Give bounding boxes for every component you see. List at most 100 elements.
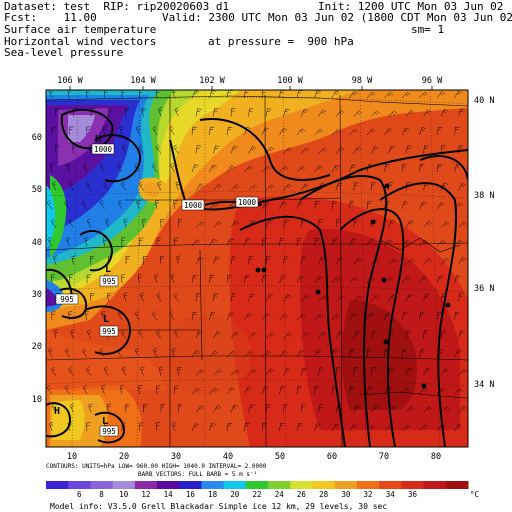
y-tick-label: 50	[32, 185, 42, 195]
wind-barb	[213, 221, 222, 228]
wind-barb	[458, 183, 466, 191]
wind-barb	[335, 182, 343, 191]
wind-barb	[349, 424, 358, 432]
wind-barb	[158, 107, 163, 117]
wind-barb	[331, 276, 341, 284]
wind-barb	[123, 218, 128, 228]
wind-barb	[366, 424, 376, 432]
pressure-contours	[46, 108, 468, 447]
wind-barb	[401, 424, 411, 432]
wind-barb	[121, 274, 126, 284]
colorbar-swatch	[379, 481, 402, 489]
wind-barb	[213, 256, 220, 265]
wind-barb	[123, 292, 128, 302]
wind-barb	[213, 331, 221, 339]
wind-barb	[191, 90, 199, 99]
wind-barb	[55, 145, 60, 154]
colorbar-swatch	[290, 481, 314, 489]
header-field-temperature: Surface air temperature	[4, 23, 157, 36]
wind-barb	[248, 256, 254, 265]
header-dataset: Dataset: test RIP: rip20020603 d1	[4, 0, 230, 13]
longitude-ticks	[69, 86, 433, 90]
wind-barb	[318, 182, 326, 191]
wind-barb	[279, 127, 288, 136]
colorbar-swatch	[423, 481, 447, 489]
wind-barb	[81, 200, 88, 210]
wind-barb	[401, 348, 408, 358]
wind-barb	[335, 219, 341, 228]
wind-barb	[401, 239, 411, 247]
header-smoothing: sm= 1	[411, 23, 445, 36]
wind-barb	[335, 367, 341, 376]
wind-barb	[191, 311, 198, 321]
wind-barb	[67, 422, 72, 432]
wind-barb	[170, 273, 175, 284]
wind-barb	[173, 200, 178, 210]
wind-barb	[436, 424, 446, 432]
wind-barb	[283, 256, 289, 265]
model-info: Model info: V3.5.0 Grell Blackadar Simpl…	[50, 502, 387, 511]
wind-barb	[248, 368, 257, 376]
colorbar-swatch	[268, 481, 291, 489]
colorbar-label: 12	[141, 490, 150, 499]
wind-barb	[142, 256, 148, 265]
wind-barb	[296, 128, 306, 136]
wind-barb	[160, 219, 165, 228]
wind-barb	[458, 257, 467, 265]
wind-barb	[86, 274, 91, 283]
wind-barb	[458, 221, 468, 228]
wind-barb	[436, 91, 446, 99]
wind-barb	[353, 146, 362, 154]
wind-barb	[230, 184, 240, 191]
wind-barb	[121, 422, 126, 431]
wind-barb	[454, 349, 462, 358]
wind-barb	[173, 292, 179, 302]
wind-barb	[296, 237, 302, 247]
wind-barb	[353, 367, 359, 376]
wind-barb	[244, 386, 252, 395]
wind-barb	[71, 255, 76, 265]
wind-barb	[209, 126, 215, 136]
wind-barb	[248, 146, 257, 154]
wind-barb	[156, 181, 162, 191]
wind-barb	[244, 312, 253, 321]
wind-barb	[86, 329, 92, 339]
wind-barb	[366, 200, 372, 210]
wind-barb	[261, 237, 268, 247]
wind-barb	[138, 90, 144, 99]
pressure-center-letters: H L L H L	[54, 134, 111, 427]
wind-barb	[158, 366, 164, 376]
wind-barb	[155, 422, 161, 432]
wind-barb	[265, 332, 275, 339]
colorbar-swatch	[356, 481, 380, 489]
wind-barb	[195, 405, 205, 413]
y-tick-label: 60	[32, 133, 42, 143]
wind-barb	[117, 199, 123, 210]
wind-barb	[440, 257, 450, 265]
wind-barb	[300, 332, 310, 339]
wind-barb	[152, 125, 158, 136]
wind-barb	[370, 146, 379, 154]
wind-barb	[314, 200, 321, 210]
wind-barb	[261, 165, 271, 173]
wind-barb	[366, 348, 372, 358]
wind-barb	[440, 182, 448, 191]
wind-barb	[159, 255, 165, 265]
wind-barb	[405, 294, 414, 302]
wind-barb	[279, 350, 288, 358]
y-tick-label: 40	[32, 238, 42, 248]
wind-barb	[209, 350, 218, 358]
wind-barb	[191, 126, 197, 136]
colorbar-swatch	[112, 481, 136, 489]
contour-labels: 1000 1000 1000 995 995 995 995	[55, 143, 259, 437]
contours-info: CONTOURS: UNITS=hPa LOW= 960.00 HIGH= 10…	[46, 463, 267, 470]
x-tick-label: 60	[327, 452, 337, 462]
wind-barb	[53, 255, 58, 265]
wind-barb	[331, 164, 340, 173]
header-init: Init: 1200 UTC Mon 03 Jun 02	[318, 0, 504, 13]
colorbar-label: 8	[99, 490, 104, 499]
wind-barb	[261, 350, 271, 358]
wind-barb	[213, 183, 222, 191]
wind-barb	[64, 200, 70, 210]
